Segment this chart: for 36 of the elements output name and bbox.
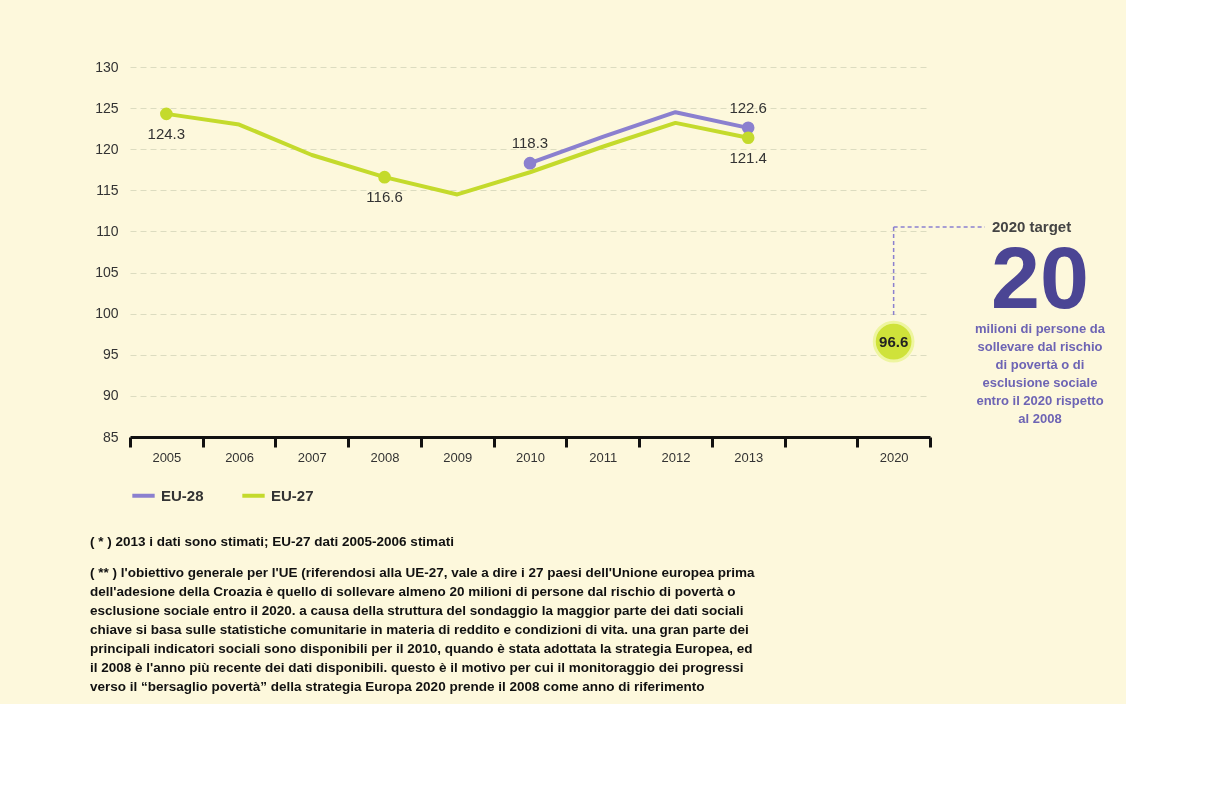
y-tick-label: 90 (102, 387, 119, 404)
legend-label: EU-28 (161, 486, 204, 504)
text: 2020 target (992, 218, 1072, 235)
text: ( ** ) l'obiettivo generale per l'UE (riferendosi alla UE-27, vale a dire i 27 paesi dell'Unione europea prima dell'adesione della Croazia è quello di sollevare almeno 20 milioni di persone dal rischio di povertà o esclusione sociale entro il 2020. a causa della struttura del sondaggio la maggior parte dei dati sociali chiave si basa sulle statistiche comunitarie in materia di reddito e condizioni di vita. una gran parte dei principali indicatori sociali sono disponibili per il 2010, quando è stata adottata la strategia Europea, ed il 2008 è l'anno più recente dei dati disponibili. questo è il motivo per cui il monitoraggio dei progressi verso il “bersaglio povertà” della strategia Europa 2020 prende il 2008 come anno di riferimento (90, 565, 756, 694)
y-tick-label: 85 (102, 428, 119, 445)
y-tick-label: 100 (95, 305, 119, 322)
x-tick-label: 2011 (589, 449, 618, 465)
point (523, 156, 537, 170)
x-tick-label: 2006 (225, 449, 255, 465)
x-tick-label: 2007 (297, 449, 327, 465)
data-label: 96.6 (879, 332, 909, 350)
y-tick-label: 125 (95, 99, 119, 116)
y-tick-label: 130 (95, 58, 119, 75)
point (378, 170, 391, 184)
point (741, 131, 755, 145)
x-tick-label: 2009 (443, 449, 473, 465)
x-tick-label: 2013 (734, 449, 764, 465)
data-label: 118.3 (511, 134, 549, 152)
data-label: 121.4 (729, 148, 767, 166)
legend-label: EU-27 (271, 486, 314, 504)
point (160, 107, 173, 121)
x-tick-label: 2010 (516, 449, 545, 465)
text: ( * ) 2013 i dati sono stimati; EU-27 dati 2005-2006 stimati (90, 534, 454, 549)
y-tick-label: 120 (95, 140, 119, 157)
text: milioni di persone da sollevare dal rischio di povertà o di esclusione sociale entro il 2020 rispetto al 2008 (974, 321, 1106, 426)
y-tick-label: 110 (96, 222, 119, 239)
y-tick-label: 105 (95, 264, 119, 281)
y-tick-label: 95 (102, 346, 119, 363)
x-tick-label: 2012 (661, 449, 691, 465)
data-label: 124.3 (147, 124, 186, 142)
y-tick-label: 115 (96, 181, 119, 198)
x-tick-label: 2020 (879, 449, 909, 465)
data-label: 122.6 (729, 98, 767, 116)
data-label: 116.6 (366, 188, 403, 206)
x-tick-label: 2005 (152, 449, 182, 465)
x-tick-label: 2008 (370, 449, 400, 465)
